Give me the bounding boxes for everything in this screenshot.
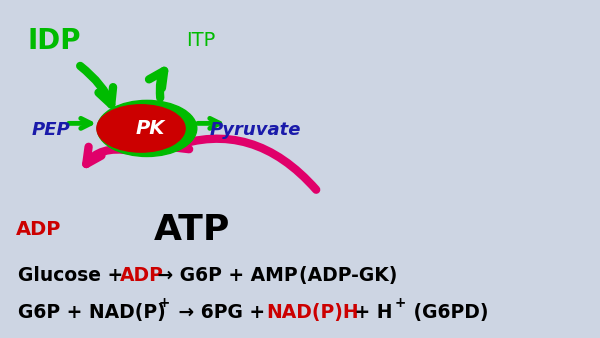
Circle shape bbox=[97, 100, 197, 156]
Text: → G6P + AMP: → G6P + AMP bbox=[151, 266, 297, 285]
Text: +: + bbox=[395, 296, 406, 310]
Text: Pyruvate: Pyruvate bbox=[209, 121, 301, 139]
Text: ITP: ITP bbox=[187, 31, 215, 50]
Ellipse shape bbox=[97, 105, 185, 152]
Text: ADP: ADP bbox=[16, 220, 62, 239]
Text: (G6PD): (G6PD) bbox=[407, 303, 488, 322]
Text: ADP: ADP bbox=[120, 266, 164, 285]
Text: PEP: PEP bbox=[32, 121, 70, 139]
Text: Glucose +: Glucose + bbox=[18, 266, 127, 285]
Text: → 6PG +: → 6PG + bbox=[172, 303, 265, 322]
Text: NAD(P)H: NAD(P)H bbox=[266, 303, 358, 322]
Text: G6P + NAD(P): G6P + NAD(P) bbox=[18, 303, 166, 322]
Text: ATP: ATP bbox=[154, 213, 230, 247]
Text: PK: PK bbox=[136, 119, 164, 138]
Text: + H: + H bbox=[348, 303, 392, 322]
Text: +: + bbox=[158, 296, 170, 310]
Text: IDP: IDP bbox=[27, 27, 81, 54]
Text: (ADP-GK): (ADP-GK) bbox=[273, 266, 397, 285]
